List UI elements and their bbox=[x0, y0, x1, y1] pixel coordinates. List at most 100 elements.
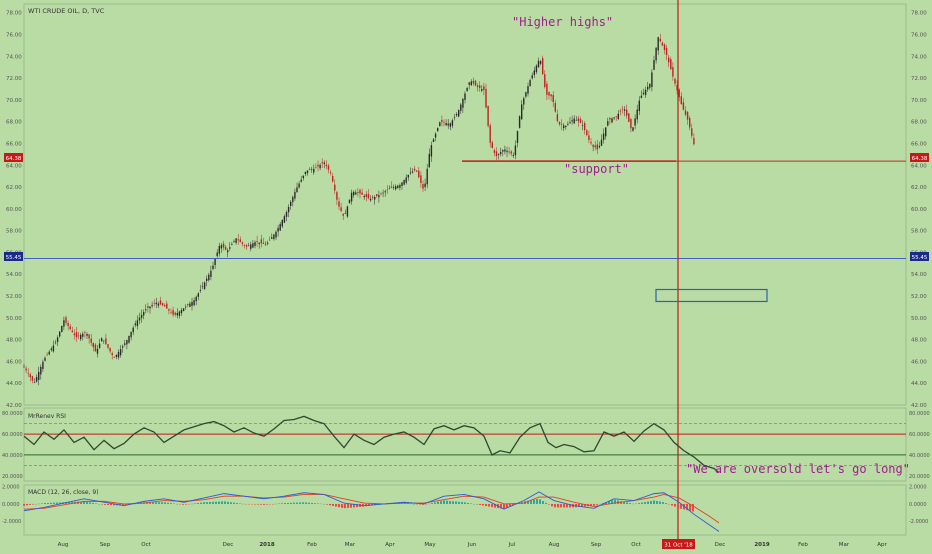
candle-body bbox=[28, 373, 29, 374]
date-highlight: 31 Oct '18 bbox=[662, 539, 695, 549]
candle-body bbox=[78, 336, 79, 337]
candle-body bbox=[126, 340, 127, 344]
price-tick-left: 58.00 bbox=[6, 229, 22, 235]
candle-body bbox=[454, 117, 455, 118]
candle-body bbox=[76, 332, 77, 337]
candle-body bbox=[548, 92, 549, 95]
macd-histogram-bar bbox=[596, 504, 598, 505]
candle-body bbox=[359, 190, 360, 194]
price-tick-left: 64.00 bbox=[6, 163, 22, 169]
candle-body bbox=[664, 45, 665, 50]
candle-body bbox=[53, 346, 54, 352]
price-tick-right: 72.00 bbox=[911, 76, 927, 82]
candle-body bbox=[277, 228, 278, 232]
candle-body bbox=[303, 176, 304, 178]
time-tick-label: 2019 bbox=[754, 542, 769, 548]
candle-body bbox=[410, 173, 411, 174]
candle-body bbox=[605, 127, 606, 136]
macd-histogram-bar bbox=[239, 503, 241, 504]
macd-histogram-bar bbox=[641, 503, 643, 504]
time-tick-label: 2018 bbox=[259, 542, 274, 548]
macd-histogram-bar bbox=[326, 504, 328, 505]
candle-body bbox=[670, 59, 671, 69]
macd-histogram-bar bbox=[557, 504, 559, 507]
macd-histogram-bar bbox=[644, 502, 646, 504]
candle-body bbox=[380, 193, 381, 194]
candle-body bbox=[328, 166, 329, 170]
candle-body bbox=[250, 244, 251, 248]
rsi-tick-left: 40.0000 bbox=[2, 453, 23, 459]
candle-body bbox=[103, 341, 104, 342]
macd-histogram-bar bbox=[536, 499, 538, 504]
macd-histogram-bar bbox=[215, 502, 217, 504]
candle-body bbox=[340, 207, 341, 211]
candle-body bbox=[662, 43, 663, 46]
candle-body bbox=[649, 84, 650, 88]
candle-body bbox=[437, 128, 438, 131]
macd-histogram-bar bbox=[482, 504, 484, 506]
candle-body bbox=[319, 165, 320, 168]
macd-histogram-bar bbox=[653, 501, 655, 504]
candle-body bbox=[550, 94, 551, 96]
macd-histogram-bar bbox=[347, 504, 349, 508]
candle-body bbox=[221, 245, 222, 248]
candle-body bbox=[288, 207, 289, 212]
macd-histogram-bar bbox=[296, 503, 298, 504]
candle-body bbox=[607, 121, 608, 125]
macd-histogram-bar bbox=[284, 503, 286, 504]
macd-histogram-bar bbox=[329, 504, 331, 505]
candle-body bbox=[172, 310, 173, 315]
macd-tick-left: -2.0000 bbox=[2, 519, 21, 525]
candle-body bbox=[162, 303, 163, 305]
candle-body bbox=[580, 119, 581, 123]
candle-body bbox=[691, 128, 692, 136]
support-price-text-right: 64.38 bbox=[912, 156, 928, 162]
candle-body bbox=[301, 180, 302, 182]
last-price-text-right: 55.45 bbox=[912, 255, 928, 261]
candle-body bbox=[235, 238, 236, 242]
candle-body bbox=[393, 187, 394, 188]
candle-body bbox=[445, 123, 446, 125]
candle-body bbox=[651, 72, 652, 87]
macd-histogram-bar bbox=[539, 499, 541, 504]
candle-body bbox=[576, 120, 577, 121]
macd-histogram-bar bbox=[458, 502, 460, 504]
candle-body bbox=[511, 151, 512, 153]
candle-body bbox=[170, 312, 171, 313]
candle-body bbox=[586, 130, 587, 135]
candle-body bbox=[578, 118, 579, 121]
candle-body bbox=[309, 169, 310, 170]
candle-body bbox=[91, 339, 92, 343]
time-tick-label: Apr bbox=[877, 542, 887, 548]
candle-body bbox=[466, 88, 467, 91]
candle-body bbox=[536, 66, 537, 73]
macd-histogram-bar bbox=[440, 501, 442, 504]
candle-body bbox=[574, 119, 575, 124]
candle-body bbox=[210, 271, 211, 277]
candle-body bbox=[59, 332, 60, 337]
price-tick-left: 54.00 bbox=[6, 272, 22, 278]
macd-histogram-bar bbox=[182, 504, 184, 505]
annotation-oversold: "We are oversold let's go long" bbox=[686, 462, 910, 476]
macd-histogram-bar bbox=[263, 504, 265, 505]
macd-histogram-bar bbox=[647, 502, 649, 504]
macd-histogram-bar bbox=[56, 503, 58, 504]
candle-body bbox=[460, 105, 461, 111]
time-tick-label: Feb bbox=[307, 542, 317, 548]
candle-body bbox=[555, 103, 556, 112]
macd-histogram-bar bbox=[317, 503, 319, 504]
candle-body bbox=[313, 169, 314, 173]
macd-histogram-bar bbox=[161, 502, 163, 504]
candle-body bbox=[416, 171, 417, 172]
macd-histogram-bar bbox=[293, 503, 295, 504]
candle-body bbox=[286, 212, 287, 217]
macd-histogram-bar bbox=[92, 503, 94, 504]
candle-body bbox=[429, 154, 430, 168]
price-tick-left: 68.00 bbox=[6, 120, 22, 126]
candle-body bbox=[315, 168, 316, 169]
candle-body bbox=[450, 123, 451, 126]
candle-body bbox=[490, 125, 491, 143]
macd-histogram-bar bbox=[44, 503, 46, 504]
candle-body bbox=[206, 279, 207, 281]
